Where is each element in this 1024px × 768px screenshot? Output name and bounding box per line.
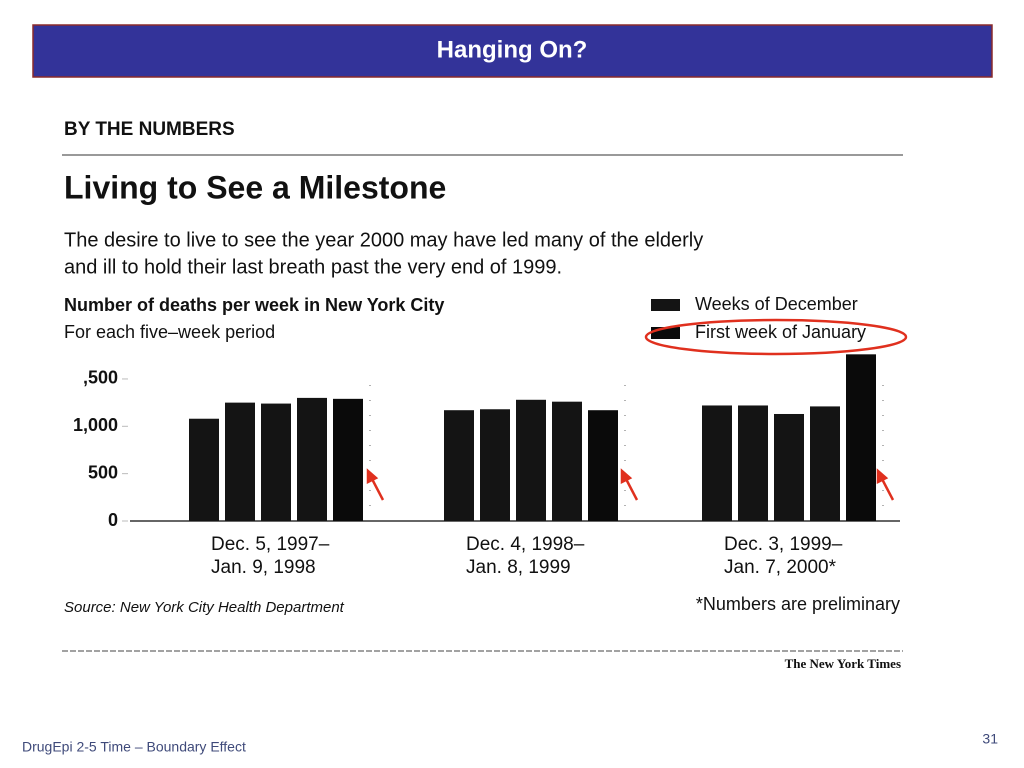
bar [225,402,255,521]
arrows [366,468,895,501]
bar [774,413,804,521]
legend-swatch [651,299,680,311]
legend-label: First week of January [695,322,866,342]
kicker: BY THE NUMBERS [64,119,235,140]
chart-title: Number of deaths per week in New York Ci… [64,295,444,315]
x-tick-label: Jan. 8, 1999 [466,557,571,578]
bar [480,409,510,521]
bar [189,418,219,521]
chart: 0 500 1,000 ,500 Weeks of December First week… [73,294,900,578]
legend-label: Weeks of December [695,294,858,314]
bar [738,405,768,521]
y-tick-label: 500 [88,462,118,482]
bar [810,406,840,521]
highlight-ellipse [644,318,908,356]
bar [846,354,876,521]
description-line: The desire to live to see the year 2000 … [64,229,703,251]
source: Source: New York City Health Department [64,599,345,616]
bar [516,399,546,521]
slide-title: Hanging On? [437,36,588,63]
header-bar [32,24,993,78]
y-tick-label: 1,000 [73,415,118,435]
note: *Numbers are preliminary [696,594,900,614]
bar [702,405,732,521]
bar [261,403,291,521]
x-tick-label: Jan. 9, 1998 [211,557,316,578]
x-tick-label: Dec. 5, 1997– [211,534,330,555]
x-tick-label: Dec. 3, 1999– [724,534,843,555]
bar [297,397,327,521]
description-line: and ill to hold their last breath past t… [64,256,562,278]
x-tick-label: Jan. 7, 2000* [724,557,837,578]
page-number: 31 [982,731,998,747]
chart-subtitle: For each five–week period [64,322,275,342]
bar [552,401,582,521]
headline: Living to See a Milestone [64,169,446,205]
arrow-head [876,468,889,485]
credit: The New York Times [785,656,901,671]
bar [588,410,618,521]
arrow-head [366,468,379,485]
bar [444,410,474,521]
footer: DrugEpi 2-5 Time – Boundary Effect [22,739,246,755]
x-tick-label: Dec. 4, 1998– [466,534,585,555]
y-tick-label: ,500 [83,368,118,388]
bar [333,398,363,521]
arrow-head [620,468,633,485]
y-tick-label: 0 [108,510,118,530]
